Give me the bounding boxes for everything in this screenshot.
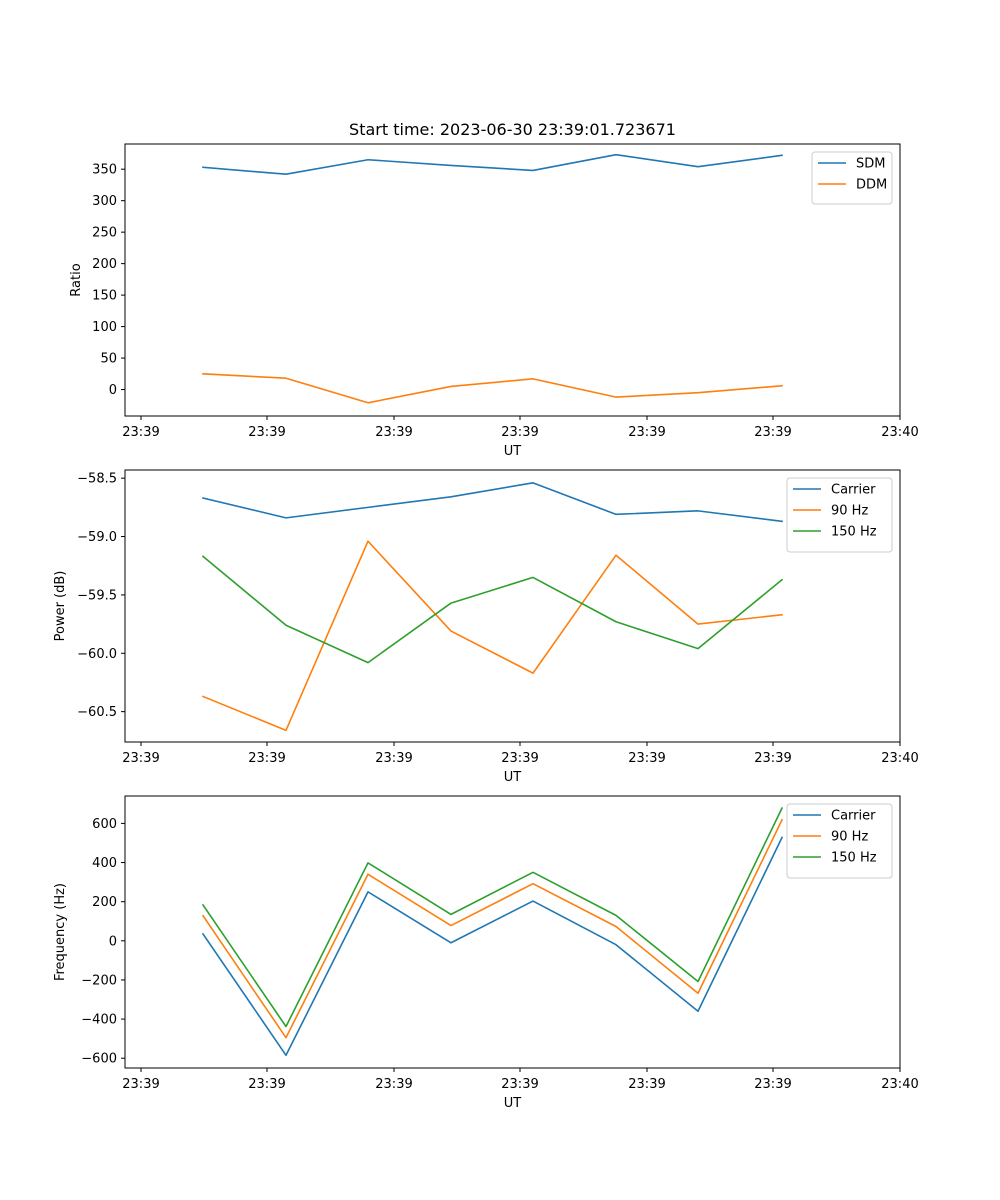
- y-tick-label: 600: [92, 817, 117, 832]
- x-tick-label: 23:39: [248, 751, 285, 766]
- x-tick-label: 23:39: [122, 425, 159, 440]
- y-tick-label: −59.0: [77, 530, 117, 545]
- legend-entry: DDM: [856, 178, 887, 193]
- x-tick-label: 23:39: [375, 1077, 412, 1092]
- chart-title: Start time: 2023-06-30 23:39:01.723671: [349, 120, 676, 139]
- y-axis-label: Ratio: [69, 263, 84, 296]
- series-line-carrier: [201, 836, 784, 1057]
- y-tick-label: −60.0: [77, 647, 117, 662]
- legend: Carrier 90 Hz 150 Hz: [786, 803, 893, 879]
- series-line-90-hz: [201, 540, 783, 732]
- legend-entry: 150 Hz: [831, 851, 877, 866]
- series-line-carrier: [202, 482, 783, 523]
- y-tick-label: −58.5: [77, 472, 117, 487]
- y-tick-label: 300: [92, 194, 117, 209]
- chart-panel-2: −60.5 −60.0 −59.5 −59.0 −58.5 23:39 23:39 23:39…: [53, 469, 919, 785]
- legend-box: [811, 151, 893, 205]
- x-tick-label: 23:39: [628, 425, 665, 440]
- y-tick-label: −60.5: [77, 705, 117, 720]
- x-tick-label: 23:39: [248, 425, 285, 440]
- y-tick-label: 0: [109, 934, 117, 949]
- y-tick-label: 0: [109, 383, 117, 398]
- y-tick-label: −400: [81, 1013, 117, 1028]
- y-tick-label: 250: [92, 226, 117, 241]
- chart-panel-3: −600 −400 −200 0 200 400 600 23:39 23:39 23:39 23:…: [53, 795, 919, 1111]
- x-tick-label: 23:39: [754, 1077, 791, 1092]
- y-tick-label: 100: [92, 320, 117, 335]
- x-tick-label: 23:39: [248, 1077, 285, 1092]
- series-line-90-hz: [201, 818, 784, 1039]
- series-line-ddm: [202, 372, 783, 404]
- legend-entry: 150 Hz: [831, 525, 877, 540]
- x-tick-label: 23:39: [628, 751, 665, 766]
- x-tick-label: 23:39: [122, 1077, 159, 1092]
- y-axis-label: Power (dB): [53, 571, 68, 642]
- x-tick-label: 23:39: [375, 425, 412, 440]
- legend-entry: SDM: [856, 157, 885, 172]
- y-tick-label: −600: [81, 1052, 117, 1067]
- x-tick-label: 23:40: [881, 1077, 918, 1092]
- legend: Carrier 90 Hz 150 Hz: [786, 477, 893, 553]
- y-tick-label: 400: [92, 856, 117, 871]
- legend-box: [786, 803, 893, 879]
- plot-area-frame: [124, 469, 901, 743]
- x-axis-label: UT: [504, 444, 522, 459]
- x-tick-label: 23:39: [754, 751, 791, 766]
- y-axis-label: Frequency (Hz): [53, 883, 68, 981]
- x-tick-label: 23:39: [501, 425, 538, 440]
- legend: SDM DDM: [811, 151, 893, 205]
- series-line-150-hz: [201, 555, 784, 664]
- x-tick-label: 23:39: [122, 751, 159, 766]
- plot-area-frame: [124, 143, 901, 417]
- x-tick-label: 23:39: [754, 425, 791, 440]
- y-tick-label: 200: [92, 257, 117, 272]
- x-tick-label: 23:39: [501, 751, 538, 766]
- y-tick-label: −200: [81, 973, 117, 988]
- y-tick-label: 200: [92, 895, 117, 910]
- y-tick-label: 350: [92, 163, 117, 178]
- x-tick-label: 23:39: [628, 1077, 665, 1092]
- legend-entry: 90 Hz: [831, 830, 868, 845]
- y-tick-label: 150: [92, 289, 117, 304]
- x-tick-label: 23:39: [501, 1077, 538, 1092]
- legend-entry: Carrier: [831, 483, 876, 498]
- x-axis-label: UT: [504, 770, 522, 785]
- legend-entry: Carrier: [831, 809, 876, 824]
- x-tick-label: 23:40: [881, 425, 918, 440]
- legend-entry: 90 Hz: [831, 504, 868, 519]
- x-axis-label: UT: [504, 1096, 522, 1111]
- x-tick-label: 23:40: [881, 751, 918, 766]
- x-tick-label: 23:39: [375, 751, 412, 766]
- y-tick-label: 50: [100, 352, 117, 367]
- legend-box: [786, 477, 893, 553]
- chart-panel-1: Start time: 2023-06-30 23:39:01.723671 0 5…: [69, 120, 919, 459]
- series-line-sdm: [202, 153, 783, 176]
- series-line-150-hz: [201, 807, 784, 1028]
- y-tick-label: −59.5: [77, 588, 117, 603]
- plot-area-frame: [124, 795, 901, 1069]
